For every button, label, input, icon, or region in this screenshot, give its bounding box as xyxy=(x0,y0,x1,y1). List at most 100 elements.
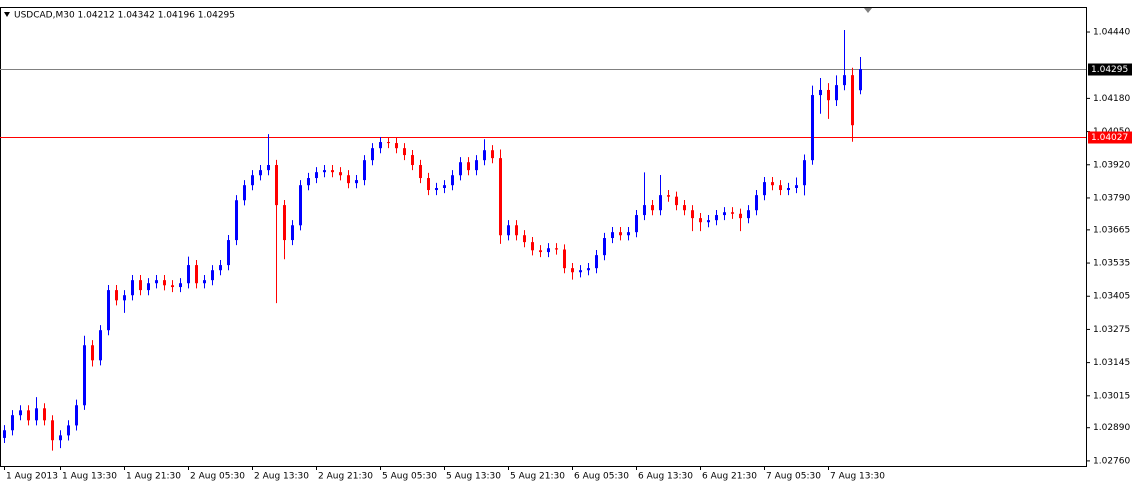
candle-body xyxy=(499,158,502,236)
candle-body xyxy=(99,330,102,361)
y-tick-label: 1.03790 xyxy=(1093,193,1130,203)
candle-body xyxy=(299,185,302,226)
y-tick-label: 1.03015 xyxy=(1093,391,1130,401)
y-tick-label: 1.03275 xyxy=(1093,325,1130,335)
candle-body xyxy=(843,75,846,86)
candle-body xyxy=(123,295,126,301)
candle-body xyxy=(547,248,550,253)
candle-body xyxy=(651,205,654,211)
candle-body xyxy=(35,408,38,421)
x-tick-label: 6 Aug 05:30 xyxy=(574,472,629,482)
y-tick-label: 1.03535 xyxy=(1093,259,1130,269)
price-label-box xyxy=(1088,63,1132,76)
candle-body xyxy=(27,410,30,421)
candle-body xyxy=(611,232,614,239)
candle-body xyxy=(747,210,750,219)
candle-body xyxy=(763,182,766,196)
plot-frame xyxy=(0,7,1087,467)
candle-body xyxy=(235,200,238,241)
candle-body xyxy=(691,210,694,219)
candle-body xyxy=(139,280,142,291)
candle-body xyxy=(659,195,662,211)
candle-body xyxy=(635,215,638,233)
candle-body xyxy=(179,283,182,288)
candle-body xyxy=(163,280,166,286)
candle-body xyxy=(83,345,86,406)
candle-body xyxy=(427,178,430,191)
candle-body xyxy=(307,178,310,186)
y-tick-label: 1.03920 xyxy=(1093,160,1130,170)
candle-body xyxy=(795,185,798,188)
candle-body xyxy=(507,225,510,236)
candle-body xyxy=(603,238,606,256)
y-tick-label: 1.04440 xyxy=(1093,28,1130,38)
candle-body xyxy=(243,185,246,201)
candle-body xyxy=(555,248,558,250)
candle-body xyxy=(267,165,270,171)
candle-body xyxy=(419,165,422,179)
candle-body xyxy=(531,242,534,251)
candle-body xyxy=(187,265,190,284)
candle-body xyxy=(379,142,382,149)
x-tick-label: 6 Aug 21:30 xyxy=(702,472,757,482)
candle-body xyxy=(91,345,94,361)
candle-body xyxy=(59,435,62,441)
candle-body xyxy=(707,220,710,223)
candle-body xyxy=(787,187,790,191)
x-tick-label: 7 Aug 05:30 xyxy=(766,472,821,482)
candle-body xyxy=(643,205,646,216)
candle-body xyxy=(75,405,78,426)
candle-body xyxy=(387,142,390,144)
y-tick-label: 1.04180 xyxy=(1093,94,1130,104)
candle-body xyxy=(851,75,854,126)
candle-body xyxy=(515,225,518,236)
x-tick-label: 1 Aug 21:30 xyxy=(126,472,181,482)
candle-body xyxy=(491,150,494,159)
candle-body xyxy=(627,232,630,236)
candle-body xyxy=(739,213,742,219)
candle-body xyxy=(459,162,462,176)
candle-body xyxy=(771,182,774,186)
shift-marker xyxy=(864,8,872,13)
candle-body xyxy=(155,280,158,284)
candle-body xyxy=(411,155,414,166)
candle-body xyxy=(563,249,566,269)
candle-body xyxy=(475,160,478,171)
candle-body xyxy=(115,290,118,301)
candle-body xyxy=(259,170,262,176)
x-tick-label: 5 Aug 13:30 xyxy=(446,472,501,482)
x-tick-label: 2 Aug 21:30 xyxy=(318,472,373,482)
candle-body xyxy=(211,270,214,281)
candle-body xyxy=(291,225,294,241)
candle-body xyxy=(803,160,806,186)
candle-body xyxy=(203,280,206,284)
candle-body xyxy=(363,160,366,181)
x-tick-label: 1 Aug 2013 xyxy=(6,472,58,482)
y-tick-label: 1.03665 xyxy=(1093,225,1130,235)
candle-body xyxy=(827,89,830,101)
candle-body xyxy=(283,205,286,241)
candle-body xyxy=(371,148,374,161)
candle-body xyxy=(731,212,734,214)
y-tick-label: 1.02760 xyxy=(1093,456,1130,466)
candle-body xyxy=(443,185,446,188)
candle-body xyxy=(779,185,782,191)
candle-body xyxy=(219,265,222,271)
candle-body xyxy=(723,212,726,216)
x-tick-label: 2 Aug 13:30 xyxy=(254,472,309,482)
candle-body xyxy=(483,150,486,161)
candle-body xyxy=(347,175,350,184)
x-tick-label: 1 Aug 13:30 xyxy=(62,472,117,482)
candle-body xyxy=(331,170,334,173)
candle-body xyxy=(339,172,342,176)
candle-body xyxy=(227,240,230,266)
candle-body xyxy=(323,170,326,173)
candle-body xyxy=(539,250,542,253)
price-label-box xyxy=(1088,131,1132,144)
candle-body xyxy=(571,268,574,273)
price-label: 1.04295 xyxy=(1091,65,1128,75)
candle-body xyxy=(523,235,526,243)
x-tick-label: 7 Aug 13:30 xyxy=(830,472,885,482)
menu-arrow[interactable] xyxy=(4,12,10,17)
